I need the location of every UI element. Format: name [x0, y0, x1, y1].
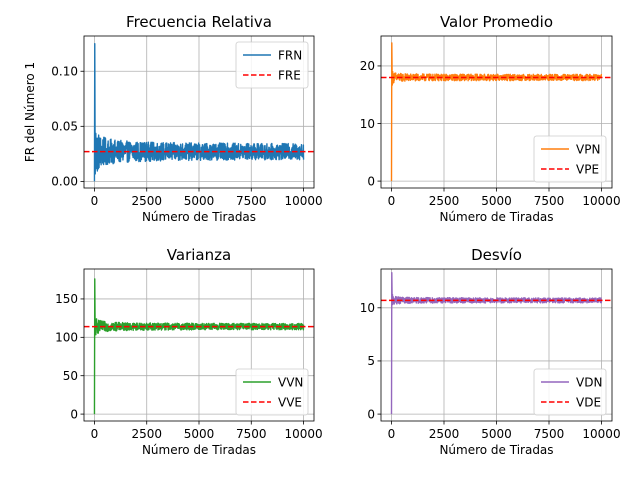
legend-box [235, 368, 309, 416]
subplot-1: 0 2500 5000 7500 10000 0.00 0.05 0.10 Frecuencia… [23, 13, 323, 224]
x-tick-label: 7500 [236, 427, 267, 441]
x-tick-label: 5000 [184, 194, 215, 208]
y-tick-label: 0 [367, 174, 375, 188]
x-tick-label: 2500 [131, 427, 162, 441]
y-tick-label: 5 [367, 354, 375, 368]
legend: VPN VPE [533, 135, 607, 183]
x-tick-label: 2500 [429, 194, 460, 208]
chart-title: Varianza [167, 246, 231, 264]
x-tick-label: 5000 [481, 427, 512, 441]
y-tick-label: 0 [70, 407, 78, 421]
chart-title: Valor Promedio [440, 13, 553, 31]
legend-label-vpe: VPE [576, 162, 599, 176]
legend: VVN VVE [235, 368, 309, 416]
y-tick-label: 20 [360, 59, 375, 73]
x-tick-label: 0 [91, 427, 99, 441]
x-tick-label: 10000 [582, 427, 620, 441]
y-axis-label: FR del Número 1 [23, 62, 37, 162]
x-axis-label: Número de Tiradas [439, 210, 553, 224]
x-tick-label: 10000 [582, 194, 620, 208]
y-tick-label: 150 [55, 292, 78, 306]
y-tick-label: 100 [55, 331, 78, 345]
x-tick-label: 0 [91, 194, 99, 208]
series-line-vpn [390, 42, 603, 182]
x-tick-label: 7500 [534, 194, 565, 208]
x-tick-label: 2500 [131, 194, 162, 208]
legend: FRN FRE [235, 41, 309, 89]
y-tick-label: 0.10 [51, 65, 78, 79]
chart-title: Frecuencia Relativa [126, 13, 272, 31]
legend-label-vdn: VDN [576, 375, 602, 389]
x-tick-label: 7500 [534, 427, 565, 441]
x-axis-label: Número de Tiradas [142, 210, 256, 224]
chart-title: Desvío [471, 246, 522, 264]
y-tick-label: 10 [360, 117, 375, 131]
x-tick-label: 2500 [429, 427, 460, 441]
legend-label-vvn: VVN [278, 375, 303, 389]
legend-box [533, 368, 607, 416]
legend-box [533, 135, 607, 183]
legend: VDN VDE [533, 368, 607, 416]
legend-label-frn: FRN [278, 48, 302, 62]
legend-label-vpn: VPN [576, 142, 600, 156]
x-tick-label: 5000 [184, 427, 215, 441]
x-tick-label: 0 [388, 194, 396, 208]
x-axis-label: Número de Tiradas [142, 443, 256, 457]
y-tick-label: 0.00 [51, 175, 78, 189]
legend-box [235, 41, 309, 89]
x-tick-label: 10000 [284, 194, 322, 208]
y-tick-label: 10 [360, 301, 375, 315]
legend-label-vde: VDE [576, 395, 601, 409]
x-tick-label: 5000 [481, 194, 512, 208]
legend-label-fre: FRE [278, 68, 301, 82]
subplot-3: 0 2500 5000 7500 10000 0 50 100 150 Varianza Númer… [55, 246, 323, 457]
x-tick-label: 7500 [236, 194, 267, 208]
subplot-2: 0 2500 5000 7500 10000 0 10 20 Valor Promedio Núm… [360, 13, 621, 224]
y-tick-label: 0 [367, 407, 375, 421]
x-axis-label: Número de Tiradas [439, 443, 553, 457]
subplot-4: 0 2500 5000 7500 10000 0 5 10 Desvío Número de Ti… [360, 246, 621, 457]
y-tick-label: 0.05 [51, 120, 78, 134]
x-tick-label: 10000 [284, 427, 322, 441]
y-tick-label: 50 [63, 369, 78, 383]
legend-label-vve: VVE [278, 395, 302, 409]
x-tick-label: 0 [388, 427, 396, 441]
